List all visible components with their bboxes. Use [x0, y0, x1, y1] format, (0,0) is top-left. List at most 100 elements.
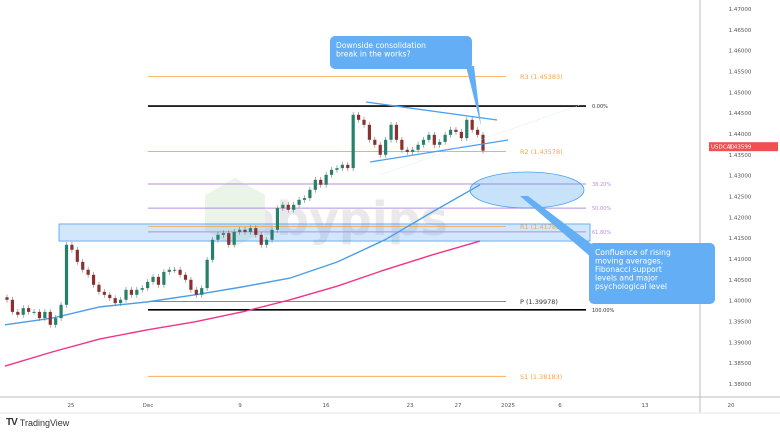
moving-average-fast — [4, 184, 481, 326]
confluence-ellipse — [469, 171, 585, 209]
callout-confluence-text: Fibonacci support — [595, 265, 662, 274]
candle-body — [64, 244, 69, 305]
y-tick-label: 1.45500 — [729, 69, 752, 75]
candle-body — [292, 204, 296, 210]
candle-body — [48, 311, 52, 325]
callout-consolidation-text: break in the works? — [336, 50, 411, 59]
candle-body — [356, 114, 361, 120]
candle-body — [270, 229, 274, 240]
candle-body — [183, 274, 188, 280]
y-tick-label: 1.41500 — [729, 236, 752, 242]
y-tick-label: 1.39000 — [729, 340, 752, 346]
candle-body — [221, 233, 225, 235]
candle-body — [465, 119, 469, 139]
y-tick-label: 1.44500 — [729, 111, 752, 117]
candle-body — [411, 149, 415, 152]
candle-body — [308, 189, 312, 199]
moving-average-slow — [4, 240, 481, 367]
fib-label: 100.00% — [592, 308, 614, 314]
candle-body — [178, 269, 182, 275]
candle-body — [16, 311, 20, 315]
candle-body — [275, 208, 280, 230]
candle-body — [351, 114, 355, 169]
y-tick-label: 1.38000 — [729, 382, 752, 388]
x-tick-label: 9 — [238, 403, 242, 409]
y-tick-label: 1.45000 — [729, 90, 752, 96]
candle-body — [470, 119, 474, 130]
candle-body — [254, 228, 258, 235]
callout-consolidation-text: Downside consolidation — [336, 41, 426, 50]
y-tick-label: 1.44000 — [729, 132, 752, 138]
callout-consolidation-box — [330, 36, 472, 69]
candle-body — [281, 204, 285, 209]
candle-body — [297, 199, 301, 205]
fib-label: 0.00% — [592, 104, 608, 110]
y-tick-label: 1.46000 — [729, 49, 752, 55]
candle-body — [329, 169, 334, 175]
candle-body — [173, 269, 177, 271]
candle-body — [481, 134, 485, 151]
candle-body — [432, 134, 436, 145]
candle-body — [91, 274, 96, 285]
candle-body — [394, 124, 399, 140]
candle-body — [384, 139, 388, 155]
tradingview-mark-icon: TV — [6, 417, 18, 428]
x-tick-label: 25 — [68, 403, 75, 409]
candle-body — [259, 234, 263, 245]
candle-body — [232, 231, 236, 245]
y-tick-label: 1.47000 — [729, 7, 752, 13]
candle-body — [438, 141, 442, 145]
candle-body — [373, 139, 377, 145]
x-tick-label: 2025 — [501, 403, 515, 409]
callout-confluence-box — [589, 243, 715, 304]
candle-body — [205, 259, 209, 289]
candle-body — [389, 124, 393, 140]
y-tick-label: 1.43000 — [729, 174, 752, 180]
tradingview-logo[interactable]: TV TradingView — [6, 417, 69, 428]
candle-body — [146, 281, 150, 289]
candle-body — [135, 289, 139, 295]
candle-body — [75, 249, 79, 262]
y-tick-label: 1.46500 — [729, 28, 752, 34]
fib-label: 50.00% — [592, 206, 611, 212]
candle-body — [37, 311, 42, 319]
pivot-label-r3: R3 (1.45383) — [520, 73, 563, 81]
candle-body — [81, 261, 85, 270]
x-tick-label: 27 — [455, 403, 462, 409]
candle-body — [324, 174, 328, 185]
symbol-label: USDCAD — [711, 145, 735, 151]
candle-body — [32, 311, 36, 313]
candle-body — [421, 139, 426, 145]
candle-body — [378, 144, 382, 155]
candle-body — [367, 124, 372, 140]
fib-label: 38.20% — [592, 182, 611, 188]
callout-confluence-text: Confluence of rising — [595, 248, 671, 257]
candle-body — [70, 244, 74, 250]
y-tick-label: 1.42000 — [729, 215, 752, 221]
x-tick-label: 23 — [407, 403, 414, 409]
y-tick-label: 1.41000 — [729, 257, 752, 263]
candle-body — [200, 288, 204, 295]
x-tick-label: Dec — [143, 403, 154, 409]
candle-body — [5, 297, 9, 300]
candle-body — [400, 139, 404, 150]
candle-body — [10, 299, 15, 312]
pivot-label-r2: R2 (1.43578) — [520, 148, 563, 156]
candle-body — [448, 129, 453, 135]
candle-body — [340, 164, 344, 169]
candle-body — [118, 299, 123, 304]
candle-body — [129, 289, 134, 295]
y-tick-label: 1.40000 — [729, 299, 752, 305]
callout-confluence-text: moving averages, — [595, 257, 663, 266]
candle-body — [459, 131, 463, 139]
y-tick-label: 1.40500 — [729, 278, 752, 284]
candle-body — [162, 271, 166, 285]
candle-body — [265, 239, 269, 245]
candle-body — [21, 308, 25, 315]
candle-body — [443, 134, 447, 142]
candle-body — [362, 119, 366, 125]
candle-body — [27, 308, 31, 312]
